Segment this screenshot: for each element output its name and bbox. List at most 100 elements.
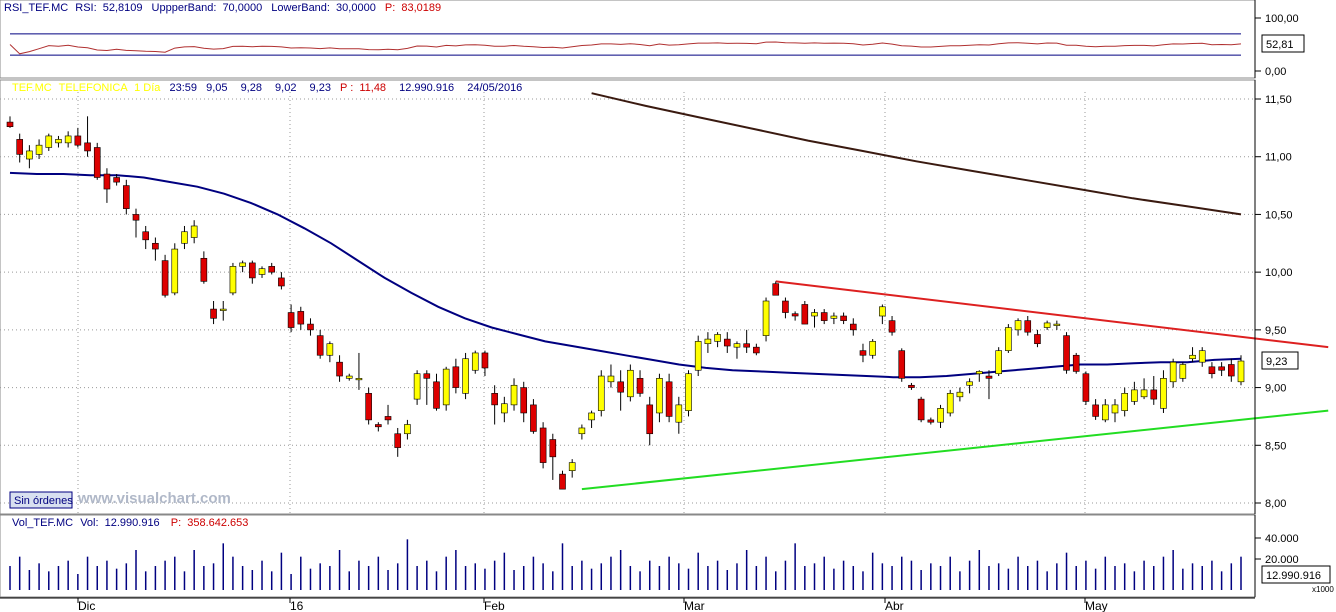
date-label: Mar [684,599,705,612]
price-axis-ticks: 11,50 11,00 10,50 10,00 9,50 9,00 8,50 8,00 [1255,94,1293,510]
candle [375,422,382,432]
candle [704,332,712,353]
price-header-p-label: P : [340,82,353,94]
candle [1228,358,1235,382]
candle [743,329,750,353]
candle [181,225,188,250]
rsi-header-upper-label: UppperBand: [152,2,217,14]
price-header: TEF.MC TELEFONICA 1 Día 23:59 9,05 9,28 … [12,82,522,94]
rsi-header-name: RSI_TEF.MC [4,2,68,14]
rsi-header-rsi-label: RSI: [75,2,96,14]
candle [1034,329,1041,348]
candle [1140,378,1148,400]
candle [355,352,363,390]
candle [588,410,595,428]
candle [1101,399,1109,423]
candle [1131,381,1138,405]
candle [879,304,886,325]
candle [665,373,673,423]
candle [627,364,634,402]
candle [539,422,547,469]
price-panel: TEF.MC TELEFONICA 1 Día 23:59 9,05 9,28 … [0,79,1329,515]
candle [1111,399,1119,423]
candle [801,301,809,325]
price-tick-label: 11,00 [1265,152,1292,164]
volume-header: Vol_TEF.MC Vol: 12.990.916 P: 358.642.65… [12,517,248,529]
candle [908,382,915,390]
candle [723,332,731,353]
candle [636,370,644,397]
support-line [581,409,1329,491]
rsi-header-upper-value: 70,0000 [222,2,262,14]
candle [113,174,120,186]
candle [64,131,72,148]
candle [1208,362,1216,379]
candle [685,370,692,417]
candle [74,127,82,148]
candle [161,254,169,298]
candle [811,309,818,328]
candles [6,116,1245,490]
candle [123,179,130,215]
candle [995,347,1002,377]
last-price-label: 9,23 [1266,356,1287,368]
candle [520,381,528,423]
price-header-name: TELEFONICA [59,82,129,94]
volume-header-name: Vol_TEF.MC [12,517,73,529]
price-tick-label: 10,00 [1265,267,1293,279]
candle [345,373,353,381]
candle [287,304,295,333]
candle [1160,370,1167,413]
candle [384,404,392,425]
candle [1072,352,1080,374]
candle [200,251,208,284]
date-label: 16 [290,599,304,612]
candle [316,329,324,359]
ma-short-line [9,171,1242,379]
volume-header-vol-value: 12.990.916 [105,517,160,529]
candle [268,262,276,275]
candle [675,396,683,434]
rsi-header-lower-value: 30,0000 [336,2,376,14]
orders-button[interactable] [9,491,73,509]
candle [249,260,256,284]
volume-axis-top-label: 40.000 [1265,533,1299,545]
candle [714,332,721,348]
candle [888,316,896,336]
trend-lines [581,280,1329,491]
price-tick-label: 9,50 [1265,325,1286,337]
candle [171,243,179,296]
watermark: www.visualchart.com [77,490,231,507]
candle [442,366,450,411]
volume-last-value-box [1261,565,1331,584]
last-price-box [1261,351,1299,370]
candle [190,220,198,244]
candle [549,433,557,480]
candle [16,133,23,163]
volume-header-vol-label: Vol: [80,517,98,529]
candle [152,237,159,261]
candle [985,370,993,400]
rsi-bands [10,33,1241,56]
candle [646,396,654,446]
candle [1092,399,1099,420]
candle [840,312,847,325]
price-tick-label: 11,50 [1265,94,1292,106]
candle [491,385,498,425]
candle [481,350,489,377]
candle [617,370,624,411]
price-header-date: 24/05/2016 [467,82,522,94]
price-header-close: 9,23 [310,82,331,94]
rsi-axis-bottom-label: 0,00 [1265,66,1286,78]
candle [6,116,14,128]
candle [452,358,460,394]
candle [35,139,43,160]
rsi-panel: RSI_TEF.MC RSI: 52,8109 UppperBand: 70,0… [0,0,1336,79]
date-label: May [1085,599,1108,612]
candle [471,350,479,374]
candle [1024,316,1032,336]
candle [927,417,935,425]
rsi-header-lower-label: LowerBand: [271,2,330,14]
candle [433,373,440,411]
candle [210,301,217,325]
